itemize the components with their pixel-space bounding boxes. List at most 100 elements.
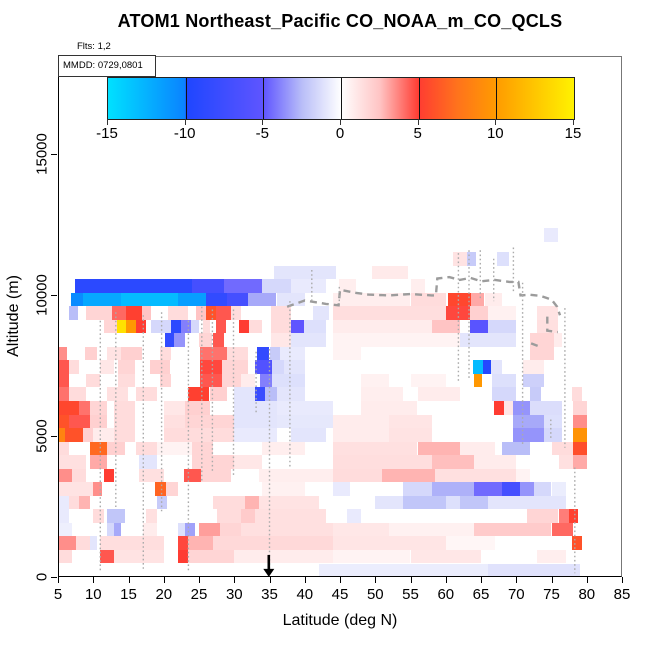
heatmap-cell bbox=[389, 428, 432, 442]
heatmap-cell bbox=[188, 536, 214, 550]
heatmap-cell bbox=[318, 563, 488, 577]
heatmap-cell bbox=[234, 549, 333, 564]
heatmap-cell bbox=[473, 482, 503, 496]
heatmap-cell bbox=[170, 319, 181, 334]
heatmap-cell bbox=[262, 279, 291, 293]
heatmap-cell bbox=[100, 549, 115, 564]
heatmap-cell bbox=[93, 482, 102, 496]
colorbar bbox=[107, 77, 575, 120]
x-axis-tick bbox=[304, 577, 306, 583]
heatmap-cell bbox=[283, 360, 305, 374]
heatmap-cell bbox=[58, 441, 69, 456]
y-axis-tick bbox=[51, 436, 57, 437]
mmdd-annotation-box: MMDD: 0729,0801 bbox=[58, 55, 156, 77]
heatmap-cell bbox=[79, 495, 90, 510]
heatmap-cell bbox=[199, 522, 221, 537]
heatmap-cell bbox=[258, 468, 333, 483]
heatmap-cell bbox=[473, 373, 483, 388]
x-axis-tick bbox=[586, 577, 588, 583]
x-axis-tick-label: 55 bbox=[402, 586, 419, 603]
heatmap-cell bbox=[100, 536, 164, 550]
heatmap-cell bbox=[431, 482, 474, 496]
colorbar-tick-label: 15 bbox=[564, 125, 582, 142]
colorbar-divider bbox=[496, 78, 498, 119]
heatmap-cell bbox=[74, 279, 192, 293]
heatmap-cell bbox=[163, 401, 185, 415]
heatmap-cell bbox=[537, 549, 566, 564]
heatmap-cell bbox=[215, 306, 231, 320]
heatmap-cell bbox=[156, 441, 192, 456]
heatmap-cell bbox=[573, 441, 587, 456]
heatmap-cell bbox=[271, 360, 284, 374]
heatmap-cell bbox=[573, 428, 587, 442]
heatmap-cell bbox=[502, 482, 520, 496]
heatmap-cell bbox=[466, 252, 477, 266]
heatmap-cell bbox=[58, 373, 69, 388]
x-axis-tick bbox=[199, 577, 200, 583]
heatmap-cell bbox=[146, 509, 157, 523]
colorbar-tick-label: -10 bbox=[173, 125, 196, 142]
heatmap-cell bbox=[445, 536, 496, 550]
heatmap-cell bbox=[244, 495, 259, 510]
heatmap-cell bbox=[201, 468, 231, 483]
heatmap-cell bbox=[544, 228, 559, 242]
heatmap-cell bbox=[512, 401, 531, 415]
heatmap-cell bbox=[332, 482, 351, 496]
x-axis-tick bbox=[481, 577, 482, 583]
heatmap-cell bbox=[533, 482, 552, 496]
y-axis-tick-label: 15000 bbox=[33, 133, 51, 175]
colorbar-tick bbox=[573, 119, 574, 125]
heatmap-cell bbox=[473, 455, 517, 469]
heatmap-cell bbox=[255, 360, 272, 374]
heatmap-cell bbox=[58, 536, 76, 550]
heatmap-cell bbox=[103, 468, 115, 483]
heatmap-cell bbox=[221, 373, 242, 388]
heatmap-cell bbox=[188, 387, 210, 401]
heatmap-cell bbox=[270, 306, 291, 320]
heatmap-cell bbox=[573, 401, 587, 415]
heatmap-cell bbox=[290, 319, 305, 334]
heatmap-cell bbox=[264, 387, 277, 401]
heatmap-cell bbox=[58, 495, 69, 510]
heatmap-cell bbox=[375, 495, 404, 510]
heatmap-cell bbox=[558, 455, 573, 469]
heatmap-cell bbox=[502, 441, 531, 456]
heatmap-cell bbox=[68, 387, 87, 401]
heatmap-cell bbox=[135, 387, 157, 401]
heatmap-cell bbox=[199, 346, 228, 361]
heatmap-cell bbox=[459, 441, 496, 456]
heatmap-cell bbox=[177, 536, 189, 550]
colorbar-tick-label: 5 bbox=[413, 125, 422, 142]
y-axis-tick bbox=[51, 153, 57, 155]
heatmap-cell bbox=[103, 319, 118, 334]
heatmap-cell bbox=[410, 549, 481, 564]
heatmap-cell bbox=[121, 292, 178, 307]
heatmap-cell bbox=[58, 387, 69, 401]
heatmap-cell bbox=[241, 509, 256, 523]
x-axis-tick-label: 15 bbox=[120, 586, 137, 603]
heatmap-cell bbox=[184, 414, 235, 428]
heatmap-cell bbox=[332, 441, 418, 456]
x-axis-tick-label: 45 bbox=[331, 586, 349, 603]
heatmap-cell bbox=[332, 455, 432, 469]
heatmap-cell bbox=[58, 509, 69, 523]
heatmap-cell bbox=[332, 414, 390, 428]
heatmap-cell bbox=[551, 441, 573, 456]
heatmap-cell bbox=[332, 428, 390, 442]
heatmap-cell bbox=[255, 509, 326, 523]
heatmap-cell bbox=[126, 319, 137, 334]
x-axis-tick bbox=[375, 577, 377, 583]
heatmap-cell bbox=[382, 468, 436, 483]
x-axis-tick-label: 75 bbox=[543, 586, 560, 603]
heatmap-cell bbox=[114, 428, 136, 442]
chart-title: ATOM1 Northeast_Pacific CO_NOAA_m_CO_QCL… bbox=[117, 11, 563, 31]
heatmap-cell bbox=[136, 319, 147, 334]
heatmap-cell bbox=[234, 414, 277, 428]
heatmap-cell bbox=[188, 549, 235, 564]
heatmap-cell bbox=[470, 319, 488, 334]
heatmap-cell bbox=[523, 360, 545, 374]
heatmap-cell bbox=[403, 482, 432, 496]
heatmap-cell bbox=[403, 495, 446, 510]
heatmap-cell bbox=[126, 306, 142, 320]
heatmap-cell bbox=[490, 360, 503, 374]
